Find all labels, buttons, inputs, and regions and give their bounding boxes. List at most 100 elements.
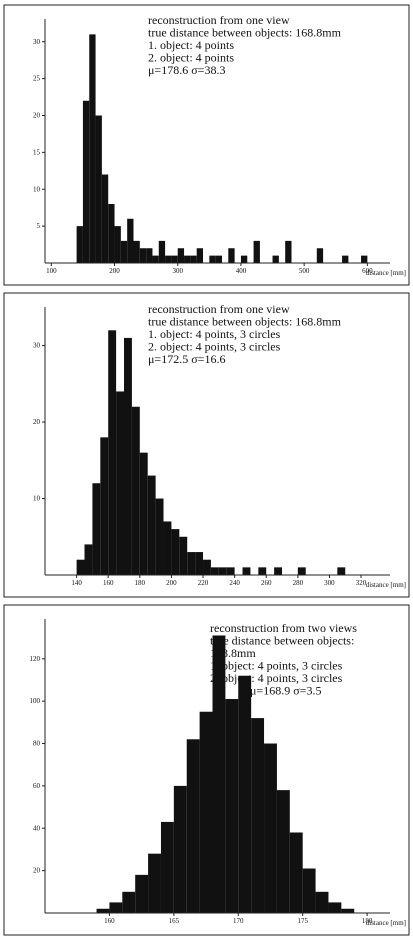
bar xyxy=(218,567,227,575)
bar xyxy=(155,498,164,575)
x-tick-label: 165 xyxy=(169,917,180,925)
x-tick-label: 300 xyxy=(172,267,183,275)
bar xyxy=(109,902,123,913)
bar xyxy=(264,743,277,913)
bar xyxy=(120,240,128,263)
bar xyxy=(171,255,178,263)
bar xyxy=(186,739,200,913)
x-tick-label: 600 xyxy=(362,267,373,275)
x-axis-label: distance [mm] xyxy=(366,919,406,927)
bar xyxy=(127,218,134,263)
y-tick-label: 60 xyxy=(33,782,41,790)
bar xyxy=(76,559,85,575)
bar xyxy=(272,255,279,263)
annotation: 1. object: 4 points, 3 circles xyxy=(210,659,343,673)
bar xyxy=(135,874,149,913)
annotation: μ=168.9 σ=3.5 xyxy=(250,684,321,698)
x-tick-label: 240 xyxy=(229,579,240,587)
y-tick-label: 30 xyxy=(33,342,41,350)
bar xyxy=(274,567,283,575)
bar xyxy=(108,204,115,263)
bar xyxy=(212,635,226,913)
bar xyxy=(203,559,211,575)
bar xyxy=(131,406,140,575)
y-tick-label: 5 xyxy=(37,222,41,230)
bar xyxy=(315,891,329,913)
bar xyxy=(226,567,235,575)
bar xyxy=(116,391,125,575)
bar xyxy=(184,255,191,263)
bar xyxy=(139,248,147,263)
bar xyxy=(82,100,90,263)
x-tick-label: 100 xyxy=(46,267,57,275)
bar xyxy=(124,337,132,575)
bar xyxy=(122,891,136,913)
annotation: 168.8mm xyxy=(210,646,256,660)
annotation: 1. object: 4 points, 3 circles xyxy=(148,327,281,341)
bar xyxy=(361,255,368,263)
x-tick-label: 320 xyxy=(356,579,367,587)
x-tick-label: 180 xyxy=(135,579,146,587)
x-tick-label: 180 xyxy=(362,917,373,925)
bar xyxy=(179,536,188,575)
bar xyxy=(177,248,185,263)
bar xyxy=(195,552,204,575)
x-tick-label: 260 xyxy=(261,579,272,587)
bar xyxy=(133,240,140,263)
y-tick-label: 80 xyxy=(33,740,41,748)
annotation: reconstruction from one view xyxy=(148,13,290,27)
bar xyxy=(148,853,161,913)
bar xyxy=(171,529,180,575)
x-tick-label: 200 xyxy=(109,267,120,275)
annotation: true distance between objects: 168.8mm xyxy=(148,26,342,40)
x-tick-label: 160 xyxy=(103,579,114,587)
bar xyxy=(146,248,153,263)
y-tick-label: 10 xyxy=(33,185,41,193)
x-tick-label: 220 xyxy=(198,579,209,587)
bar xyxy=(158,240,166,263)
x-tick-label: 160 xyxy=(104,917,115,925)
bar xyxy=(215,255,222,263)
x-tick-label: 175 xyxy=(297,917,308,925)
annotation: true distance between objects: 168.8mm xyxy=(148,315,342,329)
bar xyxy=(173,785,187,913)
x-tick-label: 300 xyxy=(324,579,335,587)
bar xyxy=(258,567,267,575)
bar xyxy=(101,174,109,263)
y-tick-label: 20 xyxy=(33,112,41,120)
bar xyxy=(96,908,110,913)
bar xyxy=(152,255,159,263)
y-tick-label: 15 xyxy=(33,148,41,156)
bar xyxy=(209,255,216,263)
bar xyxy=(160,821,174,913)
annotation: 2. object: 4 points, 3 circles xyxy=(148,340,281,354)
bar xyxy=(285,240,292,263)
annotation: true distance between objects: xyxy=(210,634,354,648)
y-tick-label: 25 xyxy=(33,75,41,83)
bar xyxy=(114,226,121,263)
annotation: μ=178.6 σ=38.3 xyxy=(148,63,225,77)
bar xyxy=(100,437,109,575)
bar xyxy=(89,34,96,263)
y-tick-label: 20 xyxy=(33,418,41,426)
bar xyxy=(242,567,251,575)
bar xyxy=(92,483,101,575)
annotation: 2. object: 4 points xyxy=(148,51,234,65)
bar xyxy=(253,240,260,263)
bar xyxy=(76,226,83,263)
bar xyxy=(276,790,290,913)
bar xyxy=(342,255,349,263)
bar xyxy=(139,452,148,575)
bar xyxy=(84,544,93,575)
bar xyxy=(196,248,204,263)
y-tick-label: 120 xyxy=(30,655,41,663)
annotation: reconstruction from two views xyxy=(210,621,357,635)
bar xyxy=(147,475,156,575)
y-tick-label: 20 xyxy=(33,867,41,875)
x-tick-label: 400 xyxy=(236,267,247,275)
annotation: μ=172.5 σ=16.6 xyxy=(148,352,225,366)
bar xyxy=(302,868,316,913)
panel-frame xyxy=(3,604,410,936)
